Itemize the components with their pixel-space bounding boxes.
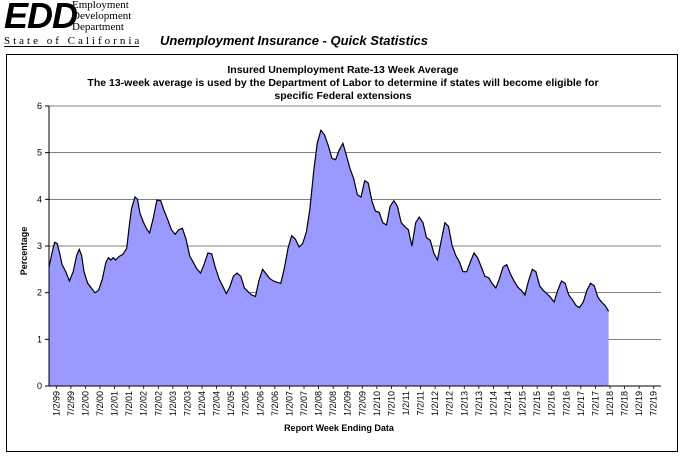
edd-logo: EDD bbox=[4, 0, 78, 36]
y-tick-label: 2 bbox=[37, 288, 42, 298]
x-tick-label: 7/2/10 bbox=[386, 391, 396, 416]
y-tick-label: 5 bbox=[37, 148, 42, 158]
chart-frame: Insured Unemployment Rate-13 Week Averag… bbox=[6, 54, 678, 452]
x-tick-label: 1/2/19 bbox=[634, 391, 644, 416]
y-tick-labels: 0 1 2 3 4 5 6 bbox=[37, 101, 49, 391]
x-axis-label: Report Week Ending Data bbox=[284, 423, 395, 433]
x-tick-label: 1/2/05 bbox=[226, 391, 236, 416]
x-tick-label: 7/2/14 bbox=[503, 391, 513, 416]
chart-title-line-3: specific Federal extensions bbox=[274, 90, 411, 102]
x-tick-label: 1/2/00 bbox=[80, 391, 90, 416]
x-tick-label: 7/2/18 bbox=[620, 391, 630, 416]
x-tick-label: 1/2/13 bbox=[459, 391, 469, 416]
x-tick-label: 1/2/03 bbox=[168, 391, 178, 416]
x-tick-label: 7/2/04 bbox=[212, 391, 222, 416]
y-tick-label: 1 bbox=[37, 334, 42, 344]
series-line bbox=[48, 129, 610, 312]
y-tick-label: 3 bbox=[37, 241, 42, 251]
x-tick-label: 7/2/02 bbox=[153, 391, 163, 416]
x-tick-label: 1/2/10 bbox=[372, 391, 382, 416]
page-title: Unemployment Insurance - Quick Statistic… bbox=[160, 33, 429, 48]
x-tick-label: 7/2/00 bbox=[95, 391, 105, 416]
y-tick-label: 6 bbox=[37, 101, 42, 111]
x-tick-label: 7/2/12 bbox=[445, 391, 455, 416]
x-tick-label: 1/2/11 bbox=[401, 391, 411, 415]
x-tick-label: 1/2/14 bbox=[488, 391, 498, 416]
series-area-fill bbox=[49, 130, 609, 386]
x-tick-label: 7/2/06 bbox=[270, 391, 280, 416]
logo-line-1: Employment bbox=[72, 0, 129, 11]
logo-line-2: Development bbox=[72, 10, 132, 22]
x-tick-label: 1/2/06 bbox=[255, 391, 265, 416]
x-tick-labels: 1/2/99 7/2/99 1/2/00 7/2/00 1/2/01 7/2/01 1/2/… bbox=[51, 386, 659, 416]
x-tick-label: 7/2/09 bbox=[357, 391, 367, 416]
x-tick-label: 7/2/16 bbox=[561, 391, 571, 416]
chart-title-line-1: Insured Unemployment Rate-13 Week Averag… bbox=[227, 64, 458, 76]
x-tick-label: 1/2/07 bbox=[284, 391, 294, 416]
x-tick-label: 1/2/17 bbox=[576, 391, 586, 416]
logo-divider bbox=[4, 46, 139, 47]
x-tick-label: 7/2/07 bbox=[299, 391, 309, 416]
x-tick-label: 7/2/17 bbox=[590, 391, 600, 416]
chart: Insured Unemployment Rate-13 Week Averag… bbox=[19, 64, 661, 433]
x-tick-label: 7/2/03 bbox=[182, 391, 192, 416]
y-axis-label: Percentage bbox=[19, 227, 29, 276]
x-tick-label: 1/2/15 bbox=[518, 391, 528, 416]
x-tick-label: 1/2/08 bbox=[314, 391, 324, 416]
x-tick-label: 7/2/11 bbox=[416, 391, 426, 415]
x-tick-label: 1/2/01 bbox=[110, 391, 120, 416]
x-tick-label: 7/2/08 bbox=[328, 391, 338, 416]
chart-title-line-2: The 13-week average is used by the Depar… bbox=[87, 77, 598, 89]
x-tick-label: 1/2/18 bbox=[605, 391, 615, 416]
series-area bbox=[48, 129, 610, 386]
x-tick-label: 7/2/05 bbox=[241, 391, 251, 416]
x-tick-label: 7/2/15 bbox=[532, 391, 542, 416]
x-tick-label: 1/2/16 bbox=[547, 391, 557, 416]
logo-department-name: Employment Development Department bbox=[72, 0, 131, 33]
x-tick-label: 1/2/09 bbox=[343, 391, 353, 416]
x-tick-label: 7/2/13 bbox=[474, 391, 484, 416]
logo-state: State of California bbox=[4, 35, 143, 47]
logo-line-3: Department bbox=[72, 21, 124, 33]
y-tick-label: 0 bbox=[37, 381, 42, 391]
x-tick-label: 1/2/02 bbox=[139, 391, 149, 416]
x-tick-label: 7/2/01 bbox=[124, 391, 134, 416]
x-tick-label: 7/2/19 bbox=[649, 391, 659, 416]
x-tick-label: 1/2/12 bbox=[430, 391, 440, 416]
x-tick-label: 7/2/99 bbox=[66, 391, 76, 416]
page-header: EDD Employment Development Department St… bbox=[0, 0, 685, 50]
y-tick-label: 4 bbox=[37, 194, 42, 204]
x-tick-label: 1/2/99 bbox=[51, 391, 61, 416]
x-tick-label: 1/2/04 bbox=[197, 391, 207, 416]
